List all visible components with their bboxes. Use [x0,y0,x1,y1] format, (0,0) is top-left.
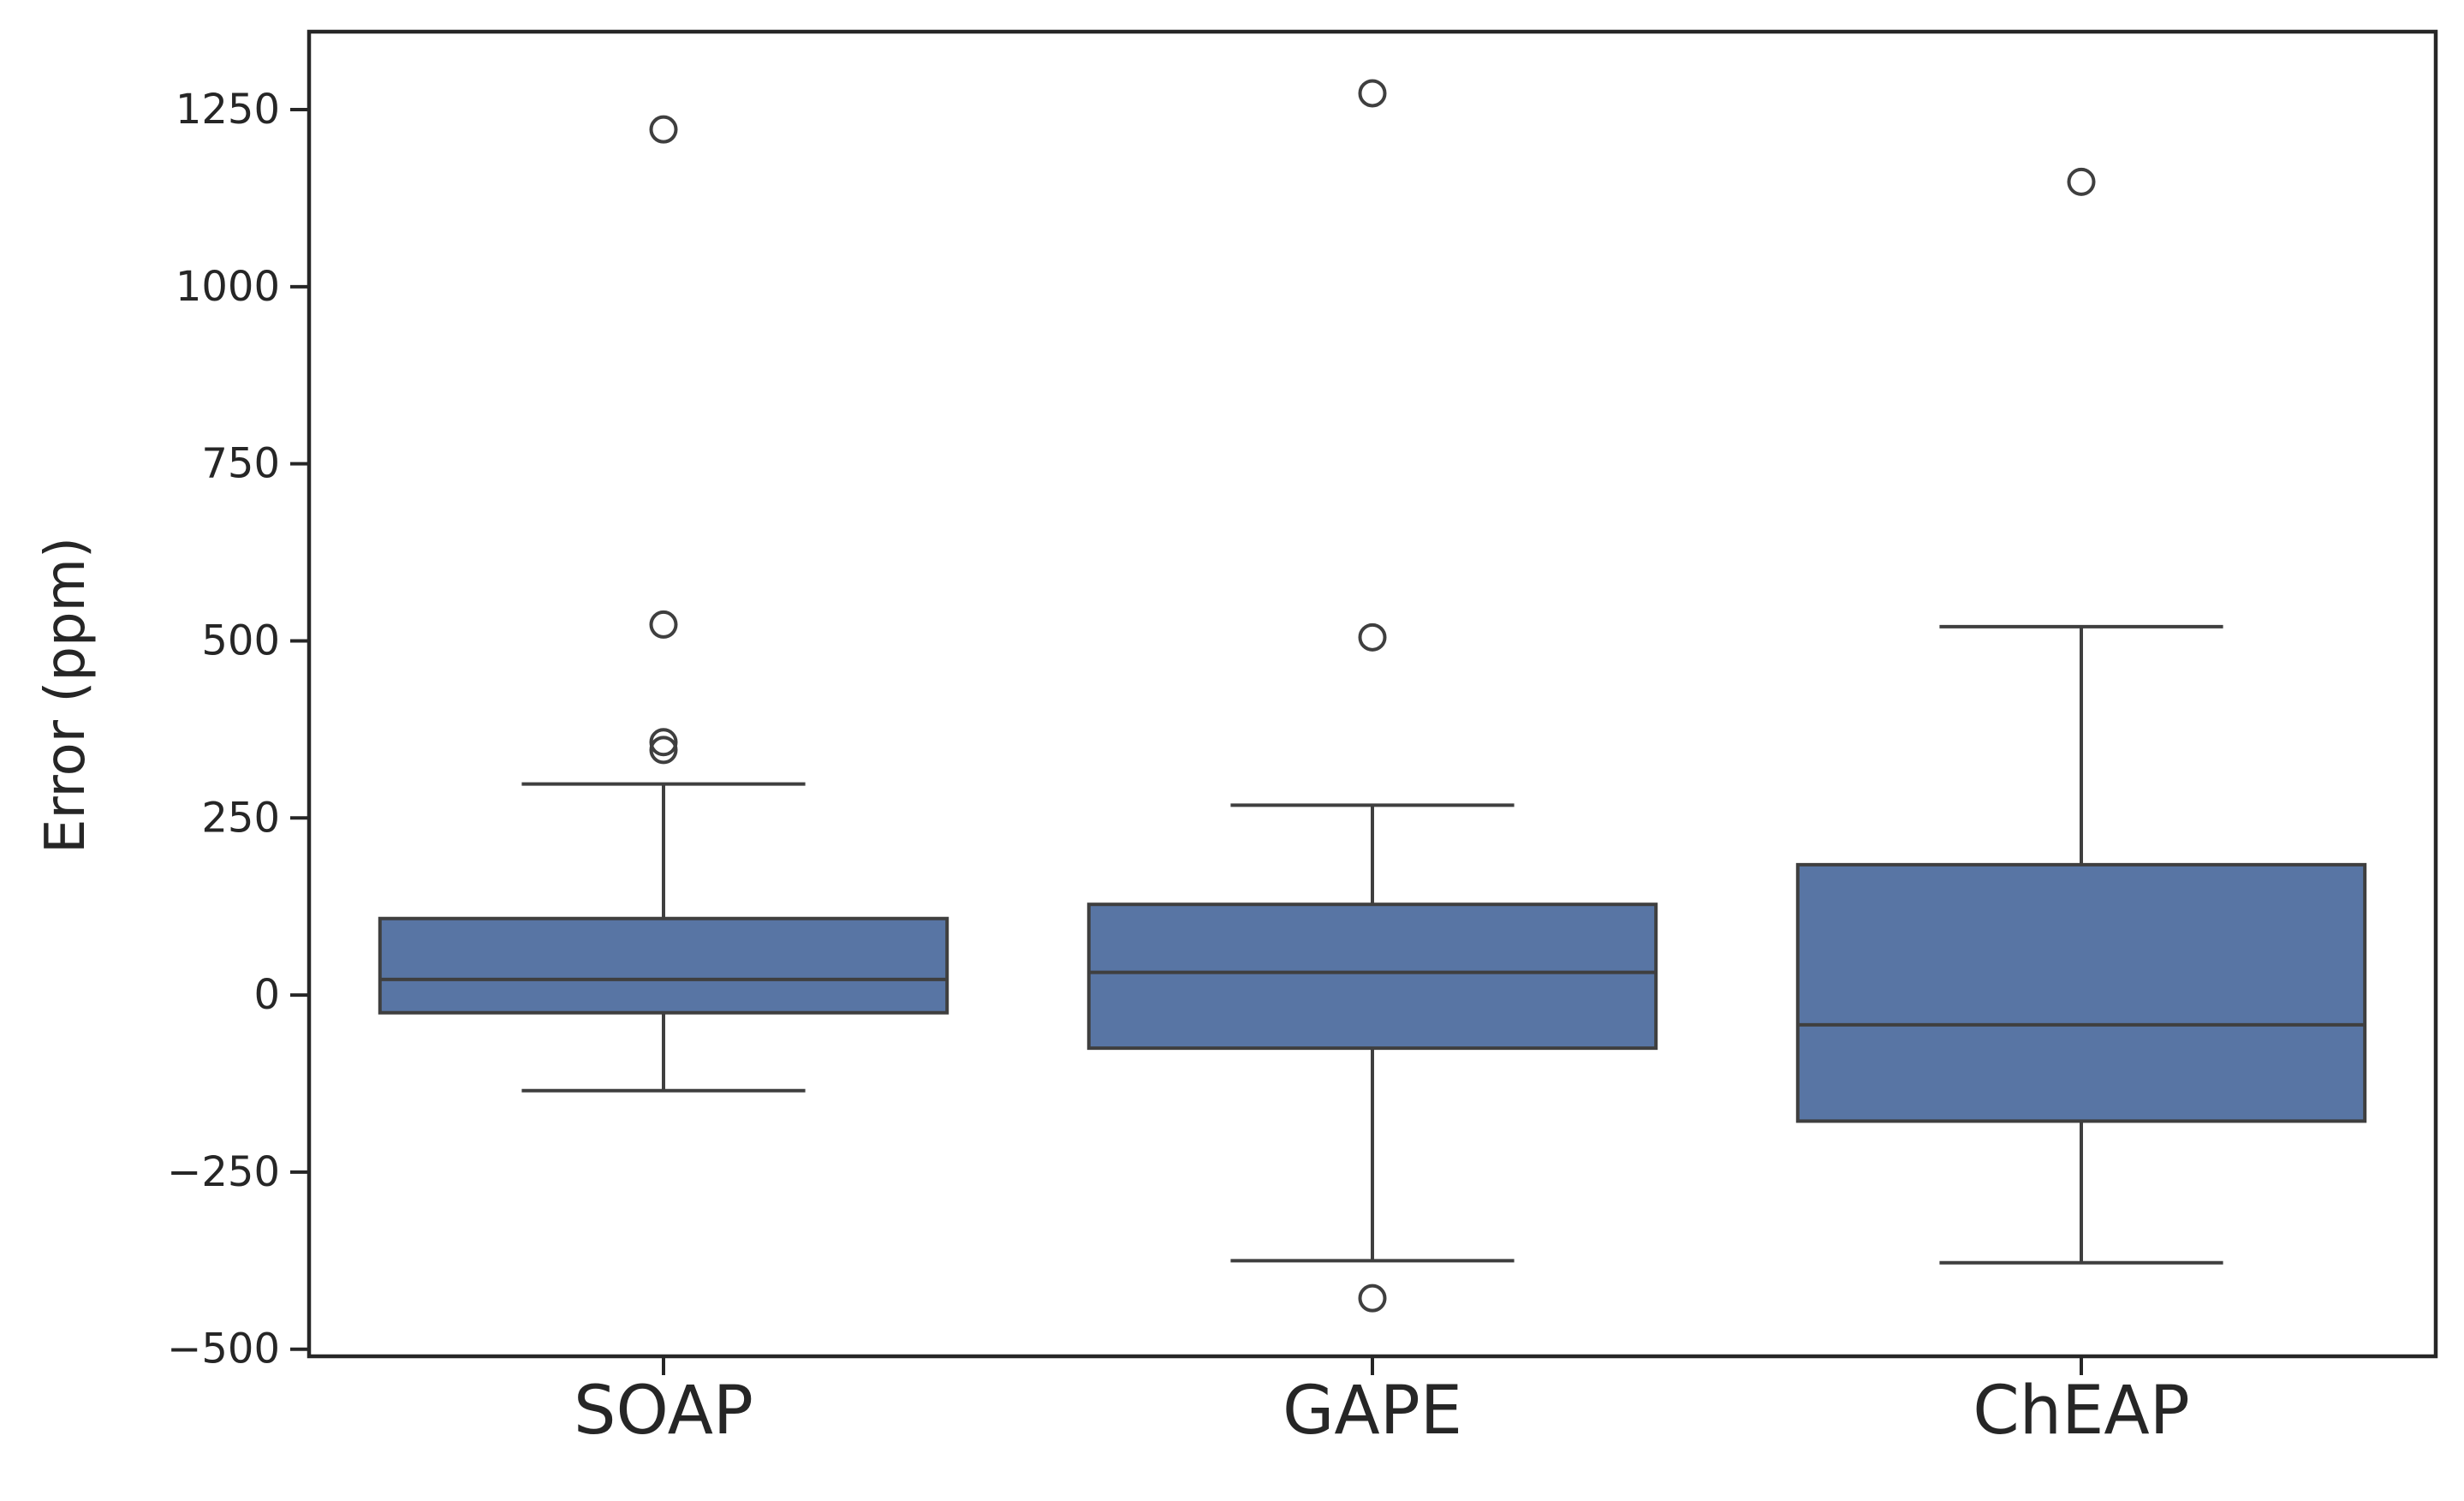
x-tick-label-cheap: ChEAP [1973,1373,2190,1450]
y-tick-label: 1250 [176,86,280,134]
x-tick-label-soap: SOAP [574,1373,753,1450]
y-tick-label: 1000 [176,263,280,311]
boxes-layer [378,79,2367,1313]
x-tick-label-gape: GAPE [1283,1373,1462,1450]
x-axis: SOAP GAPE ChEAP [574,1356,2190,1450]
outlier-soap-0 [649,115,678,144]
outlier-soap-1 [649,610,678,639]
box-cheap [1795,862,2367,1123]
y-axis: −500 −250 0 250 500 750 1000 1250 [167,86,309,1373]
plot-frame [307,29,2438,1359]
y-tick-label: 250 [201,794,280,842]
outlier-cheap-0 [2067,167,2096,196]
outlier-soap-3 [649,736,678,765]
y-axis-label: Error (ppm) [34,537,98,854]
y-tick-label: −250 [167,1148,280,1196]
box-group-cheap [1795,167,2367,1265]
box-group-gape [1086,79,1658,1313]
outlier-soap-2 [649,728,678,757]
box-group-soap [378,115,949,1093]
y-tick-label: 0 [253,971,280,1019]
y-tick-label: 500 [201,616,280,664]
box-gape [1086,902,1658,1051]
y-tick-label: 750 [201,440,280,488]
outlier-gape-0 [1358,79,1387,108]
outlier-gape-2 [1358,1284,1387,1313]
outlier-gape-1 [1358,622,1387,652]
box-soap [378,916,949,1015]
y-tick-label: −500 [167,1325,280,1373]
